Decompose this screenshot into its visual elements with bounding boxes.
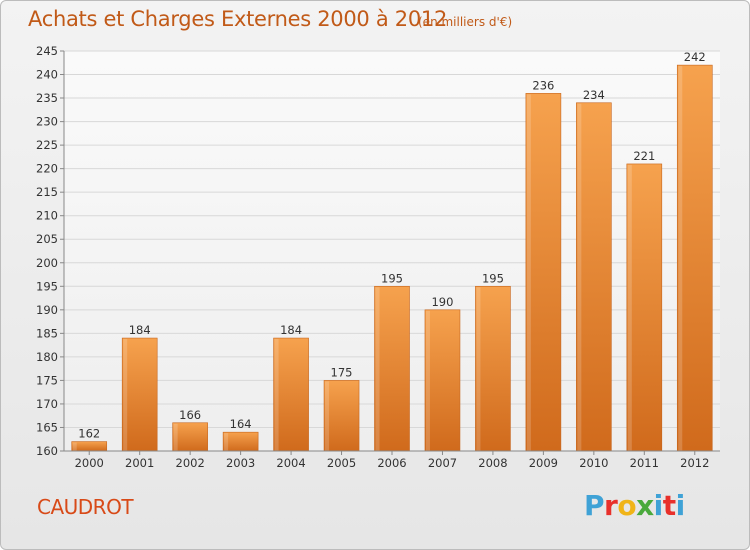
x-tick-label: 2007 bbox=[428, 456, 457, 470]
data-label: 195 bbox=[482, 271, 504, 285]
chart-title: Achats et Charges Externes 2000 à 2012 bbox=[28, 7, 448, 31]
bar-highlight bbox=[375, 287, 380, 451]
data-label: 190 bbox=[431, 295, 453, 309]
bar bbox=[576, 102, 612, 452]
y-tick-label: 170 bbox=[36, 397, 58, 411]
data-label: 184 bbox=[280, 323, 302, 337]
bar bbox=[626, 163, 663, 452]
bar-highlight bbox=[123, 339, 128, 451]
logo-letter: t bbox=[662, 489, 676, 522]
bar bbox=[172, 422, 208, 452]
y-axis: 160 165 170 175 180 185 190 195 200 205 210 215 220 2… bbox=[36, 44, 65, 458]
logo-letter: r bbox=[604, 489, 618, 522]
bar bbox=[323, 380, 360, 452]
logo-letter: i bbox=[653, 489, 664, 522]
bar-highlight bbox=[678, 66, 683, 451]
x-tick-label: 2005 bbox=[327, 456, 356, 470]
x-tick-label: 2010 bbox=[579, 456, 608, 470]
bar bbox=[676, 64, 713, 452]
y-tick-label: 210 bbox=[36, 209, 58, 223]
bar-highlight bbox=[577, 103, 582, 451]
bar-highlight bbox=[173, 423, 178, 451]
bar bbox=[273, 337, 309, 452]
data-label: 162 bbox=[78, 427, 100, 441]
bar bbox=[71, 441, 108, 452]
logo-letter: x bbox=[636, 489, 654, 522]
chart-subtitle: (en milliers d'€) bbox=[418, 15, 513, 29]
bar-highlight bbox=[325, 381, 330, 451]
x-tick-label: 2008 bbox=[478, 456, 507, 470]
data-label: 195 bbox=[381, 271, 403, 285]
x-tick-label: 2006 bbox=[377, 456, 406, 470]
x-axis: 2000 2001 2002 2003 2004 2005 2006 2007 2008 2009… bbox=[64, 450, 720, 470]
y-tick-label: 240 bbox=[36, 68, 58, 82]
y-tick-label: 190 bbox=[36, 303, 58, 317]
logo-letter: P bbox=[584, 489, 605, 522]
x-tick-label: 2004 bbox=[276, 456, 305, 470]
y-tick-label: 165 bbox=[36, 420, 58, 434]
y-tick-label: 180 bbox=[36, 350, 58, 364]
bar bbox=[424, 309, 461, 452]
bar-highlight bbox=[274, 339, 279, 451]
bar-highlight bbox=[72, 442, 77, 451]
bar-highlight bbox=[224, 433, 229, 451]
y-tick-label: 175 bbox=[36, 373, 58, 387]
y-tick-label: 245 bbox=[36, 44, 58, 58]
data-label: 236 bbox=[532, 78, 554, 92]
bar bbox=[374, 285, 410, 452]
x-tick-label: 2000 bbox=[75, 456, 104, 470]
y-tick-label: 220 bbox=[36, 162, 58, 176]
y-tick-label: 230 bbox=[36, 115, 58, 129]
bar bbox=[475, 285, 511, 452]
bar-highlight bbox=[425, 310, 430, 451]
y-tick-label: 205 bbox=[36, 232, 58, 246]
y-tick-label: 225 bbox=[36, 138, 58, 152]
y-tick-label: 160 bbox=[36, 444, 58, 458]
x-tick-label: 2001 bbox=[125, 456, 154, 470]
data-label: 175 bbox=[331, 365, 353, 379]
y-tick-label: 235 bbox=[36, 91, 58, 105]
bar bbox=[525, 93, 562, 452]
data-label: 184 bbox=[129, 323, 151, 337]
data-label: 221 bbox=[633, 149, 655, 163]
data-label: 166 bbox=[179, 408, 201, 422]
y-tick-label: 195 bbox=[36, 279, 58, 293]
x-tick-label: 2012 bbox=[680, 456, 709, 470]
bars: 162 184 166 164 184 175 195 190 195 236 234 221 242 bbox=[71, 50, 713, 452]
bar-highlight bbox=[627, 164, 632, 452]
y-tick-label: 200 bbox=[36, 256, 58, 270]
data-label: 164 bbox=[230, 417, 252, 431]
data-label: 242 bbox=[684, 50, 706, 64]
proxiti-logo[interactable]: Proxiti bbox=[584, 489, 685, 522]
bar-highlight bbox=[526, 94, 531, 452]
logo-letter: o bbox=[617, 489, 637, 522]
x-tick-label: 2011 bbox=[630, 456, 659, 470]
logo-letter: i bbox=[675, 489, 686, 522]
y-tick-label: 215 bbox=[36, 185, 58, 199]
bar bbox=[222, 431, 259, 452]
x-tick-label: 2009 bbox=[529, 456, 558, 470]
y-tick-label: 185 bbox=[36, 326, 58, 340]
bar bbox=[121, 337, 158, 452]
data-label: 234 bbox=[583, 88, 605, 102]
commune-name: CAUDROT bbox=[37, 495, 134, 519]
bar-highlight bbox=[476, 287, 481, 451]
x-tick-label: 2003 bbox=[226, 456, 255, 470]
x-tick-label: 2002 bbox=[176, 456, 205, 470]
